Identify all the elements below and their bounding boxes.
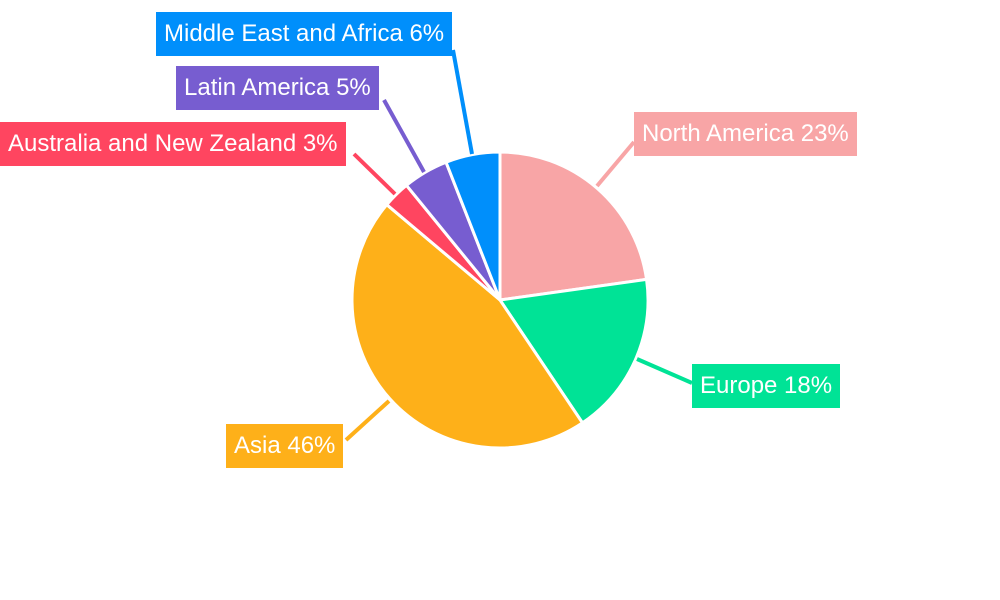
leader-line [382,99,426,173]
data-label: Latin America 5% [176,66,379,110]
leader-line [344,399,391,442]
data-label: Europe 18% [692,364,841,408]
slice-europe[interactable] [497,277,650,425]
slice-asia[interactable] [350,202,585,450]
leader-line [595,140,636,188]
slice-middle-east-and-africa[interactable] [444,150,502,301]
data-label: Australia and New Zealand 3% [0,122,346,166]
data-label: Asia 46% [226,424,344,468]
leader-line [636,357,693,385]
data-label: Middle East and Africa 6% [156,12,453,56]
leader-line [451,49,474,155]
data-label: North America 23% [634,112,857,156]
leader-line [352,152,397,196]
slice-north-america[interactable] [498,150,649,302]
